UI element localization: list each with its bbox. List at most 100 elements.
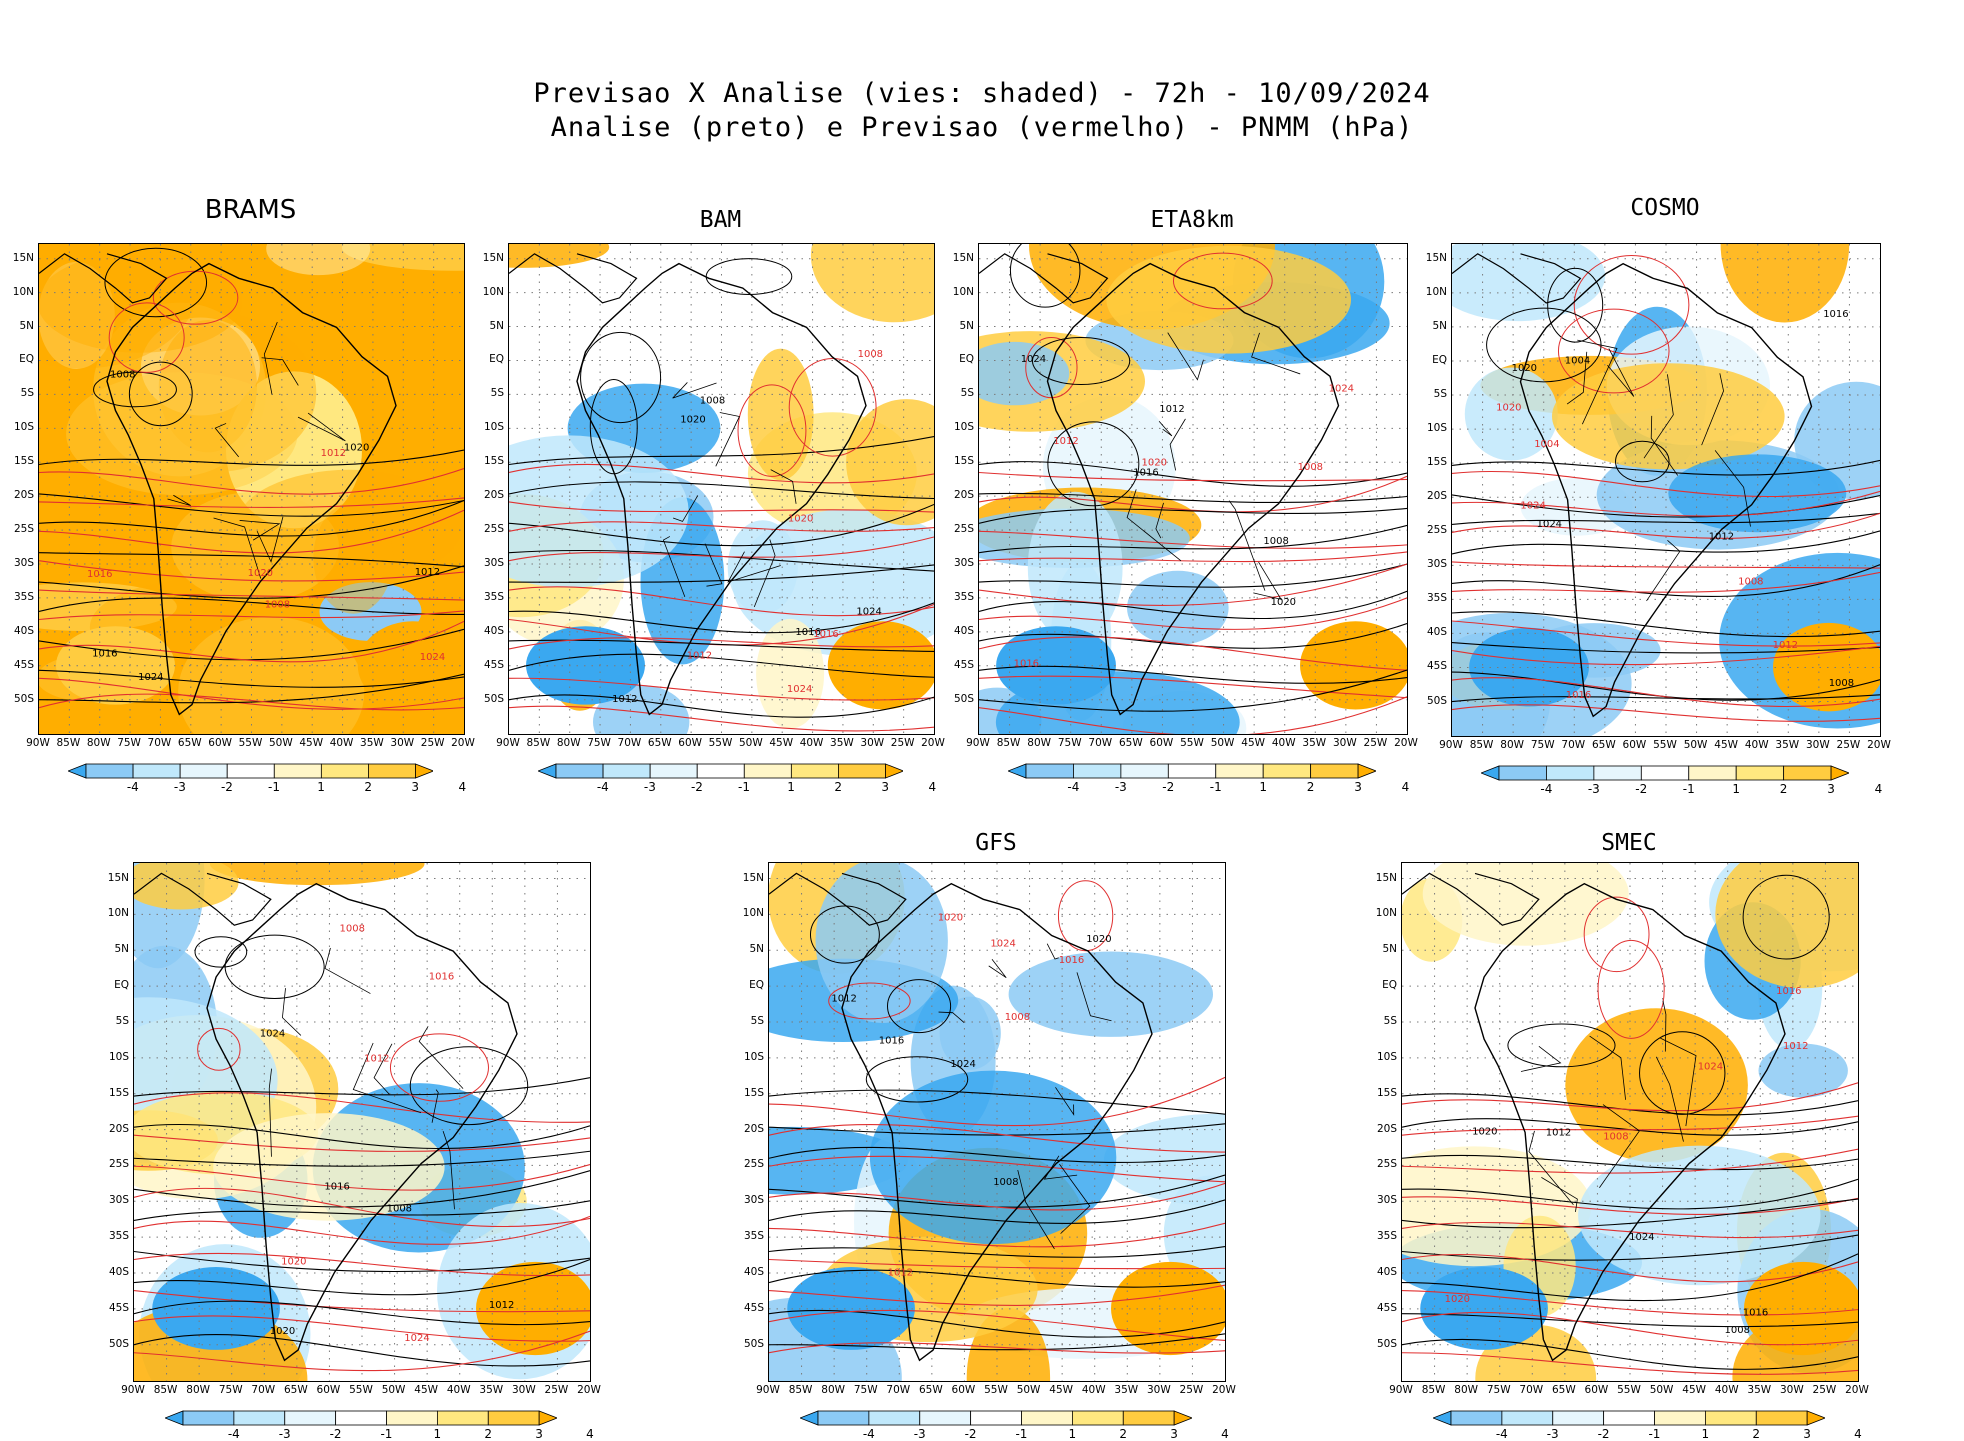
latitude-label: 5S	[960, 387, 974, 400]
longitude-label: 40W	[799, 737, 824, 749]
forecast-isobar	[979, 471, 1407, 482]
latitude-label: 10N	[107, 907, 129, 920]
coastline	[769, 872, 907, 926]
forecast-isobar	[1402, 1082, 1858, 1112]
forecast-map: 1012 1012 1008 1008 1016 1016 1020 1020 1024 1024	[38, 243, 465, 735]
longitude-label: 85W	[153, 1384, 178, 1396]
latitude-label: 20S	[13, 489, 34, 502]
longitude-label: 45W	[299, 737, 324, 749]
colorbar-label: -1	[268, 780, 281, 794]
bias-shading	[1008, 951, 1213, 1037]
forecast-isobar	[1402, 1352, 1858, 1375]
country-border	[1577, 339, 1618, 425]
bias-shading	[1744, 1261, 1858, 1356]
country-border	[442, 1130, 455, 1210]
longitude-label: 25W	[544, 1384, 569, 1396]
coastline	[1474, 882, 1786, 1362]
colorbar	[1431, 1410, 1827, 1430]
forecast-isobar	[769, 1076, 1225, 1127]
forecast-isobar	[769, 1258, 1225, 1270]
colorbar-label: 4	[1401, 780, 1410, 794]
longitude-label: 35W	[1302, 737, 1327, 749]
colorbar	[798, 1410, 1194, 1430]
latitude-label: 35S	[483, 590, 504, 603]
isobar-label: 1016	[1823, 309, 1848, 320]
panel-title: COSMO	[1630, 195, 1700, 221]
analysis-isobar	[1507, 1023, 1616, 1068]
colorbar-segment	[1806, 1410, 1827, 1426]
longitude-label: 90W	[496, 737, 520, 749]
bias-shading	[266, 244, 371, 276]
country-border	[373, 1043, 393, 1095]
forecast-isobar	[1597, 939, 1665, 1039]
longitude-label: 85W	[788, 1384, 813, 1396]
longitude-label: 25W	[1179, 1384, 1204, 1396]
isobar-label: 1024	[138, 672, 163, 683]
bias-shading	[1565, 1008, 1748, 1163]
isobar-label: 1020	[1512, 363, 1537, 374]
isobar-label: 1020	[1496, 403, 1521, 414]
analysis-isobar	[134, 1250, 590, 1273]
analysis-isobar	[1452, 459, 1880, 476]
latitude-label: 25S	[1376, 1158, 1397, 1171]
colorbar-segment	[436, 1410, 489, 1426]
bias-shading	[747, 348, 814, 481]
country-border	[1520, 1046, 1562, 1072]
latitude-label: 10N	[482, 285, 504, 298]
country-border	[1643, 374, 1674, 459]
colorbar-label: 2	[1779, 782, 1788, 796]
analysis-isobar	[1031, 337, 1131, 386]
colorbar-segment	[1830, 765, 1851, 781]
colorbar-segment	[1735, 765, 1784, 781]
colorbar-segment	[1357, 763, 1378, 779]
colorbar-label: -2	[690, 780, 703, 794]
colorbar-segment	[1603, 1410, 1655, 1426]
longitude-label: 80W	[556, 737, 581, 749]
country-border	[662, 536, 686, 597]
longitude-label: 90W	[966, 737, 990, 749]
latitude-label: 15S	[953, 455, 974, 468]
colorbar-segment	[1025, 763, 1074, 779]
longitude-label: 35W	[1775, 739, 1800, 751]
longitude-label: 65W	[918, 1384, 943, 1396]
bias-shading	[815, 863, 948, 1023]
longitude-label: 90W	[26, 737, 50, 749]
forecast-isobar	[1583, 896, 1650, 973]
analysis-isobar	[1452, 694, 1880, 703]
coastline	[576, 262, 867, 716]
colorbar-label: 3	[535, 1427, 543, 1441]
latitude-label: 10N	[1425, 285, 1447, 298]
latitude-label: 15S	[108, 1086, 129, 1099]
forecast-isobar	[1452, 512, 1880, 539]
isobar-label: 1008	[1263, 536, 1288, 547]
country-border	[1043, 1155, 1078, 1180]
isobar-label: 1020	[680, 415, 705, 426]
colorbar-label: -2	[1597, 1427, 1610, 1441]
longitude-label: 60W	[678, 737, 703, 749]
analysis-isobar	[134, 1334, 590, 1367]
country-border	[727, 551, 781, 583]
analysis-isobar	[509, 481, 934, 500]
latitude-label: 20S	[483, 489, 504, 502]
latitude-label: 15N	[1425, 251, 1447, 264]
latitude-label: 10S	[743, 1050, 764, 1063]
longitude-label: 50W	[381, 1384, 406, 1396]
longitude-label: 35W	[1114, 1384, 1139, 1396]
country-border	[938, 1011, 965, 1023]
colorbar-segment	[1310, 763, 1359, 779]
country-border	[167, 494, 191, 506]
forecast-isobar	[39, 509, 464, 554]
analysis-isobar	[979, 590, 1407, 620]
colorbar-label: 1	[1068, 1427, 1077, 1441]
isobar-label: 1024	[1021, 354, 1046, 365]
forecast-map: 1012 1012 1016 1016 1020 1020 1024 1024 1008 1008	[768, 862, 1226, 1382]
analysis-isobar	[1402, 1178, 1858, 1210]
colorbar-label: 2	[1306, 780, 1315, 794]
latitude-label: 10N	[12, 285, 34, 298]
isobar-label: 1008	[993, 1177, 1018, 1188]
isobar-label: 1020	[938, 912, 963, 923]
isobar-label: 1024	[404, 1333, 429, 1344]
analysis-isobar	[769, 1123, 1225, 1136]
latitude-label: 30S	[13, 557, 34, 569]
isobar-label: 1012	[1546, 1127, 1571, 1138]
